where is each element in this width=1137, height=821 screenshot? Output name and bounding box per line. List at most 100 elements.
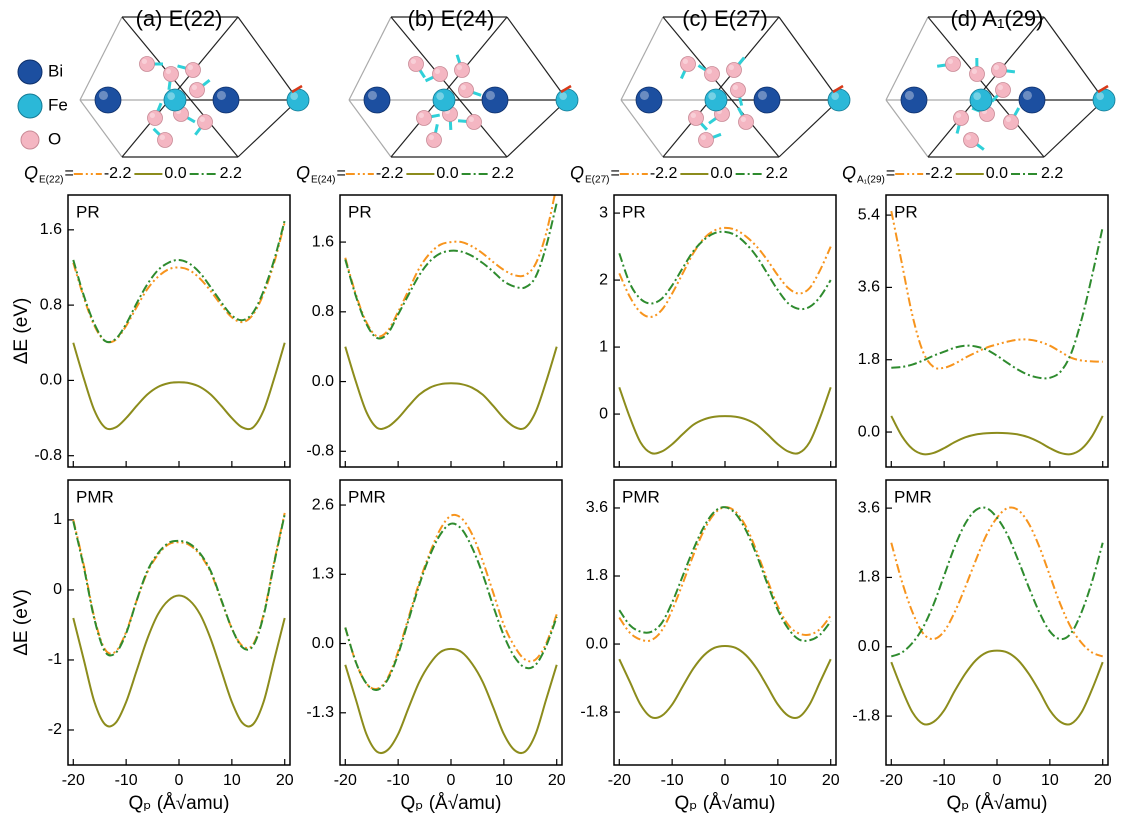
panel-label: PMR [894, 487, 932, 506]
atom-highlight [948, 59, 953, 64]
atom-highlight [435, 69, 440, 74]
legend-label: 2.2 [766, 165, 788, 182]
atom-highlight [461, 85, 466, 90]
y-tick-label: 5.4 [858, 206, 880, 223]
structure [886, 17, 1115, 157]
atom [164, 67, 179, 82]
atom [970, 67, 985, 82]
atom-legend-label: O [48, 129, 61, 148]
atom [964, 133, 979, 148]
y-tick-label: 3.6 [858, 499, 880, 516]
x-axis-label: Qₚ (Å√amu) [947, 793, 1048, 814]
y-tick-label: 1 [53, 511, 62, 528]
series-line [619, 507, 830, 641]
atom [681, 57, 696, 72]
structure-edge [1044, 100, 1104, 157]
atom-highlight [290, 92, 298, 100]
y-tick-label: 1.3 [312, 566, 334, 583]
x-tick-label: 20 [548, 772, 566, 789]
series-line [891, 211, 1102, 369]
series-line [73, 596, 284, 727]
atom [556, 89, 578, 111]
atom-highlight [741, 117, 746, 122]
y-tick-label: 3 [599, 204, 608, 221]
series-line [73, 220, 284, 342]
atom-highlight [972, 69, 977, 74]
atom-legend-marker [18, 60, 42, 84]
atom [636, 87, 662, 113]
panel-label: PMR [622, 487, 660, 506]
atom-highlight [166, 69, 171, 74]
legend-label: 0.0 [164, 165, 186, 182]
atom-highlight [150, 113, 155, 118]
y-tick-label: 3.6 [858, 279, 880, 296]
y-tick-label: 0.0 [586, 635, 608, 652]
series-line [891, 651, 1102, 725]
atom-highlight [708, 92, 716, 100]
figure: BiFeO(a) E(22)-0.80.00.81.6PRΔE (eV)QE(2… [0, 0, 1137, 821]
y-tick-label: 1.8 [858, 351, 880, 368]
atom-highlight [429, 135, 434, 140]
atom-highlight [411, 59, 416, 64]
legend-title-sub: E(22) [39, 175, 63, 186]
x-tick-label: -20 [880, 772, 903, 789]
atom [198, 115, 213, 130]
atom-highlight [1006, 117, 1011, 122]
atom-highlight [469, 117, 474, 122]
series-line [619, 232, 830, 309]
y-tick-label: 0.8 [40, 296, 62, 313]
x-tick-label: 20 [822, 772, 840, 789]
series-line [619, 646, 830, 718]
x-tick-label: -10 [387, 772, 410, 789]
series-line [73, 222, 284, 342]
structure-edge [238, 17, 298, 100]
atom [158, 133, 173, 148]
atom-highlight [733, 85, 738, 90]
legend-sign: = [336, 165, 345, 182]
atom [455, 63, 470, 78]
atom [427, 133, 442, 148]
atom [705, 67, 720, 82]
atom-highlight [368, 91, 377, 100]
series-line [345, 185, 556, 336]
atom-highlight [160, 135, 165, 140]
structure-edge [507, 100, 567, 157]
atom-highlight [192, 85, 197, 90]
panel-label: PR [894, 202, 918, 221]
y-tick-label: -1.8 [852, 707, 880, 724]
panel-title: (d) A₁(29) [950, 6, 1043, 31]
legend-sign: = [886, 165, 895, 182]
y-tick-label: 0 [53, 581, 62, 598]
atom [731, 83, 746, 98]
y-tick-label: -0.8 [306, 443, 334, 460]
atom-highlight [966, 135, 971, 140]
atom-highlight [905, 91, 914, 100]
x-tick-label: -20 [608, 772, 631, 789]
atom-highlight [436, 92, 444, 100]
legend-label: 0.0 [986, 165, 1008, 182]
legend-title-sub: E(27) [585, 175, 609, 186]
y-axis-label: ΔE (eV) [11, 589, 32, 656]
legend-title: Q [296, 163, 310, 183]
plot-frame [886, 195, 1108, 467]
atom [727, 63, 742, 78]
y-tick-label: 0 [599, 405, 608, 422]
legend-label: 2.2 [1041, 165, 1063, 182]
y-tick-label: 1.8 [586, 567, 608, 584]
series-line [345, 515, 556, 689]
x-tick-label: -20 [62, 772, 85, 789]
y-tick-label: -1.8 [580, 703, 608, 720]
atom-highlight [998, 85, 1003, 90]
atom-legend-marker [18, 94, 42, 118]
y-tick-label: 1.8 [858, 569, 880, 586]
legend-label: 0.0 [436, 165, 458, 182]
y-tick-label: -0.8 [34, 447, 62, 464]
series-line [73, 343, 284, 429]
legend-sign: = [610, 165, 619, 182]
atom-highlight [1096, 92, 1104, 100]
x-axis-label: Qₚ (Å√amu) [129, 793, 230, 814]
x-tick-label: 20 [276, 772, 294, 789]
y-tick-label: 0.0 [40, 372, 62, 389]
atom-highlight [701, 135, 706, 140]
series-line [345, 523, 556, 690]
